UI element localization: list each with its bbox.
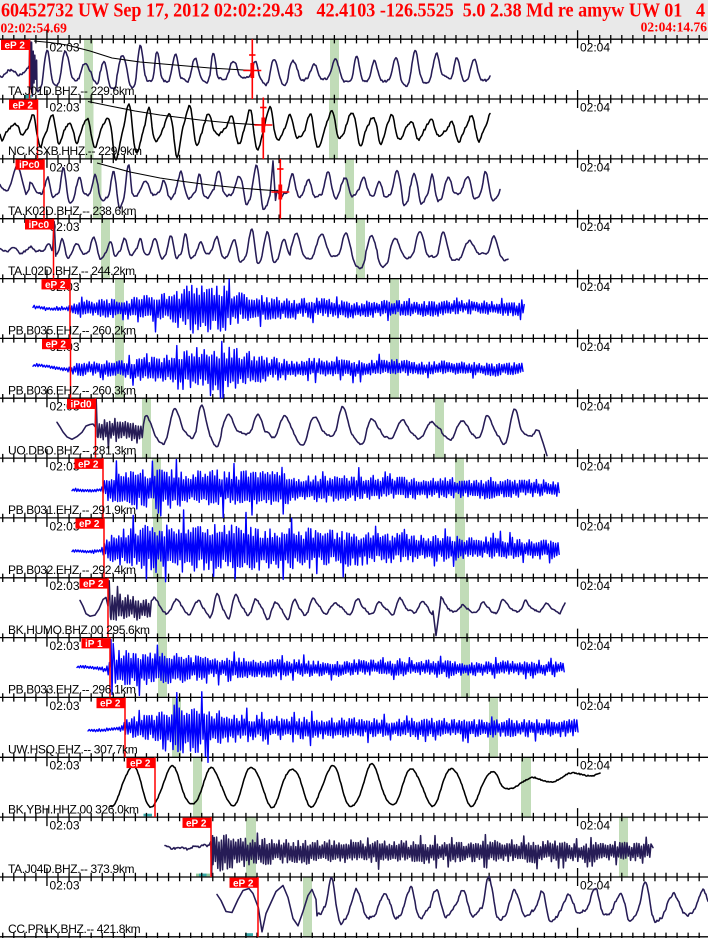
svg-text:eP 2: eP 2 <box>13 100 34 111</box>
svg-text:PB.B036.EHZ.-- 260.3km: PB.B036.EHZ.-- 260.3km <box>8 383 136 397</box>
svg-text:02:04: 02:04 <box>580 100 610 114</box>
svg-text:BK.HUMO.BHZ.00 295.6km: BK.HUMO.BHZ.00 295.6km <box>8 623 150 637</box>
svg-text:TA.L02D.BHZ.-- 244.2km: TA.L02D.BHZ.-- 244.2km <box>8 264 135 278</box>
svg-text:02:04: 02:04 <box>580 460 610 474</box>
svg-text:02:04: 02:04 <box>580 759 610 773</box>
svg-text:02:04: 02:04 <box>580 400 610 414</box>
svg-text:02:03: 02:03 <box>50 759 80 773</box>
svg-text:eP 2: eP 2 <box>45 280 66 291</box>
svg-text:60452732 UW Sep 17, 2012 02:02: 60452732 UW Sep 17, 2012 02:02:29.43 42.… <box>1 1 705 22</box>
svg-text:02:03: 02:03 <box>50 100 80 114</box>
svg-text:TA.J04D.BHZ.-- 373.9km: TA.J04D.BHZ.-- 373.9km <box>8 862 134 876</box>
svg-text:eP 2: eP 2 <box>83 579 104 590</box>
svg-text:02:04: 02:04 <box>580 220 610 234</box>
svg-text:eP 2: eP 2 <box>100 699 121 710</box>
svg-text:02:04:14.76: 02:04:14.76 <box>641 20 708 35</box>
svg-text:02:04: 02:04 <box>580 519 610 533</box>
svg-text:02:03: 02:03 <box>50 41 80 55</box>
svg-text:02:03: 02:03 <box>50 699 80 713</box>
svg-text:02:04: 02:04 <box>580 878 610 892</box>
svg-text:UW.HSQ.EHZ.-- 307.7km: UW.HSQ.EHZ.-- 307.7km <box>8 743 138 757</box>
svg-text:02:04: 02:04 <box>580 41 610 55</box>
svg-text:02:03: 02:03 <box>50 878 80 892</box>
svg-text:02:03: 02:03 <box>50 160 80 174</box>
svg-text:eP 2: eP 2 <box>5 41 26 52</box>
svg-text:eP 2: eP 2 <box>186 818 207 829</box>
svg-text:PB.B031.EHZ.-- 291.9km: PB.B031.EHZ.-- 291.9km <box>8 503 136 517</box>
svg-text:iPc0: iPc0 <box>19 160 40 171</box>
svg-text:02:03: 02:03 <box>50 519 80 533</box>
svg-text:TA.J01D.BHZ.-- 229.6km: TA.J01D.BHZ.-- 229.6km <box>8 84 134 98</box>
svg-text:iPc0: iPc0 <box>29 220 50 231</box>
svg-text:02:02:54.69: 02:02:54.69 <box>1 20 68 35</box>
svg-text:CC.PRLK.BHZ.-- 421.8km: CC.PRLK.BHZ.-- 421.8km <box>8 922 141 936</box>
svg-text:PB.B035.EHZ.-- 260.2km: PB.B035.EHZ.-- 260.2km <box>8 324 136 338</box>
svg-text:NC.KSXB.HHZ.-- 229.9km: NC.KSXB.HHZ.-- 229.9km <box>8 144 142 158</box>
svg-text:eP 2: eP 2 <box>130 759 151 770</box>
svg-text:02:04: 02:04 <box>580 579 610 593</box>
svg-text:PB.B033.EHZ.-- 296.1km: PB.B033.EHZ.-- 296.1km <box>8 683 136 697</box>
svg-text:eP 2: eP 2 <box>233 878 254 889</box>
svg-text:iPd0: iPd0 <box>71 400 93 411</box>
svg-text:PB.B032.EHZ.-- 292.4km: PB.B032.EHZ.-- 292.4km <box>8 563 136 577</box>
svg-text:iP 1: iP 1 <box>85 639 103 650</box>
svg-text:02:04: 02:04 <box>580 160 610 174</box>
svg-text:eP 2: eP 2 <box>79 519 100 530</box>
svg-text:eP 2: eP 2 <box>46 340 67 351</box>
svg-text:02:04: 02:04 <box>580 639 610 653</box>
svg-text:02:03: 02:03 <box>50 819 80 833</box>
svg-text:02:04: 02:04 <box>580 819 610 833</box>
svg-text:02:03: 02:03 <box>50 639 80 653</box>
svg-text:02:03: 02:03 <box>50 220 80 234</box>
svg-text:02:04: 02:04 <box>580 280 610 294</box>
svg-text:02:04: 02:04 <box>580 699 610 713</box>
svg-text:TA.K02D.BHZ.-- 238.6km: TA.K02D.BHZ.-- 238.6km <box>8 204 136 218</box>
svg-text:02:04: 02:04 <box>580 340 610 354</box>
svg-text:02:03: 02:03 <box>50 460 80 474</box>
svg-text:02:03: 02:03 <box>50 579 80 593</box>
svg-text:eP 2: eP 2 <box>78 459 99 470</box>
svg-text:BK.YBH.HHZ.00 326.0km: BK.YBH.HHZ.00 326.0km <box>8 802 139 816</box>
svg-text:UO.DBO.BHZ.-- 281.3km: UO.DBO.BHZ.-- 281.3km <box>8 443 136 457</box>
